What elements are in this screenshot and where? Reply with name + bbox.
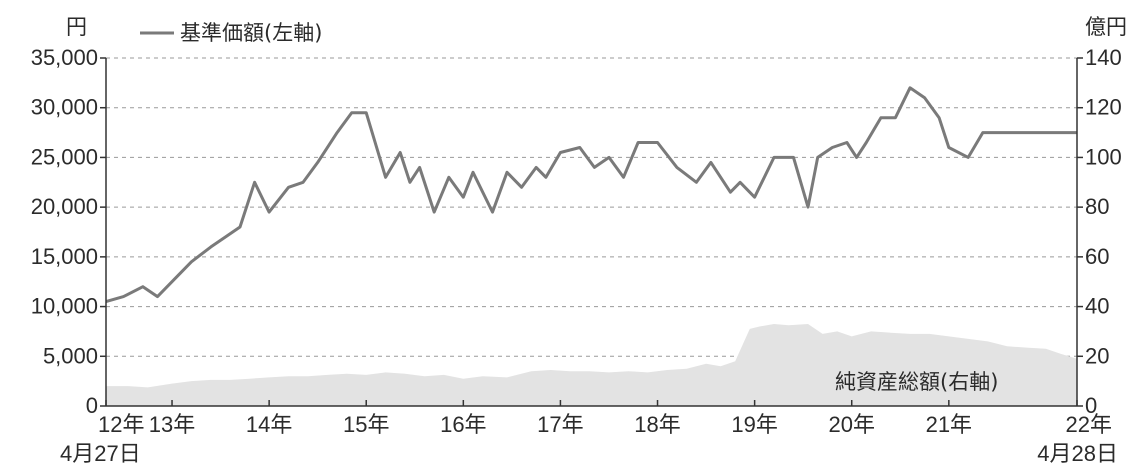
right-y-tick-label: 100 xyxy=(1085,144,1122,169)
legend: 基準価額(左軸) xyxy=(140,21,322,45)
right-y-tick-label: 40 xyxy=(1085,294,1109,319)
x-tick-label: 17年 xyxy=(537,412,583,437)
right-y-tick-label: 20 xyxy=(1085,343,1109,368)
x-tick-label: 15年 xyxy=(343,412,389,437)
x-tick-label: 12年 xyxy=(98,412,144,437)
x-tick-label: 22年 xyxy=(1066,412,1112,437)
net-assets-area xyxy=(106,324,1077,406)
x-tick-label: 16年 xyxy=(440,412,486,437)
left-y-tick-label: 0 xyxy=(86,393,98,418)
right-y-tick-label: 140 xyxy=(1085,45,1122,70)
legend-line-label: 基準価額(左軸) xyxy=(180,21,322,45)
left-y-tick-labels: 0 5,000 10,000 15,000 20,000 25,000 30,000 35,0… xyxy=(31,45,106,418)
left-axis-unit: 円 xyxy=(66,15,87,39)
x-tick-label: 21年 xyxy=(926,412,972,437)
right-y-tick-label: 0 xyxy=(1085,393,1097,418)
x-tick-sublabel: 4月28日 xyxy=(1037,441,1118,466)
area-series-label: 純資産総額(右軸) xyxy=(835,370,998,394)
left-y-tick-label: 25,000 xyxy=(31,144,98,169)
right-y-tick-label: 120 xyxy=(1085,95,1122,120)
x-tick-label: 18年 xyxy=(634,412,680,437)
net-assets-area-layer xyxy=(106,324,1077,406)
right-axis-unit: 億円 xyxy=(1085,15,1127,39)
nav-line-layer xyxy=(105,86,1077,304)
x-tick-label: 19年 xyxy=(731,412,777,437)
right-y-tick-label: 80 xyxy=(1085,194,1109,219)
x-tick-labels: 12年 4月27日 13年 14年 15年 16年 17年 18年 19年 20年 21年 22年 4月… xyxy=(60,400,1118,466)
axes xyxy=(105,58,1078,407)
left-y-tick-label: 35,000 xyxy=(31,45,98,70)
x-tick-sublabel: 4月27日 xyxy=(60,441,141,466)
nav-line xyxy=(105,86,1077,304)
x-tick-label: 13年 xyxy=(149,412,195,437)
x-tick-label: 20年 xyxy=(828,412,874,437)
left-y-tick-label: 30,000 xyxy=(31,95,98,120)
x-tick-label: 14年 xyxy=(246,412,292,437)
right-y-tick-labels: 0 20 40 60 80 100 120 140 xyxy=(1077,45,1122,418)
right-y-tick-label: 60 xyxy=(1085,244,1109,269)
left-y-tick-label: 20,000 xyxy=(31,194,98,219)
left-y-tick-label: 5,000 xyxy=(43,343,98,368)
left-y-tick-label: 15,000 xyxy=(31,244,98,269)
grid-lines xyxy=(106,57,1077,357)
left-y-tick-label: 10,000 xyxy=(31,294,98,319)
